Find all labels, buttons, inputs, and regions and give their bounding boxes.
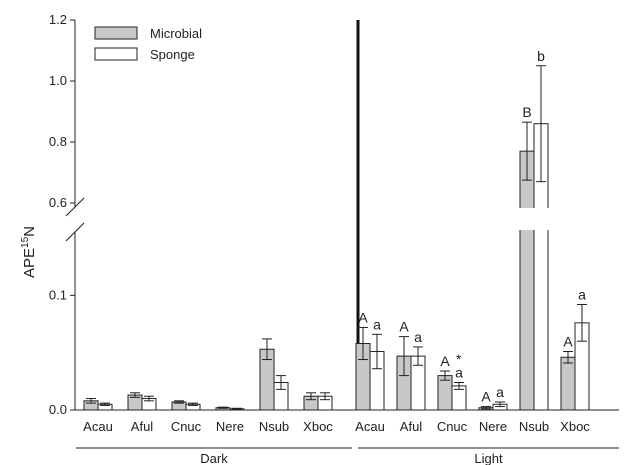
y-axis-title: APE15N xyxy=(20,226,38,278)
y-tick-label: 0.6 xyxy=(49,195,67,210)
significance-letter: B xyxy=(522,104,531,120)
significance-letter: b xyxy=(537,48,545,64)
x-tick-label: Nere xyxy=(479,419,507,434)
legend-swatch xyxy=(94,47,138,61)
significance-letter: a xyxy=(414,329,422,345)
legend-swatch xyxy=(94,26,138,40)
significance-letter: A xyxy=(399,319,409,335)
x-tick-labels: Acau Aful Cnuc Nere Nsub Xboc Dark Acau Aful Cnuc… xyxy=(76,419,619,465)
axis-break-mark xyxy=(65,222,85,242)
x-tick-label: Nsub xyxy=(259,419,289,434)
significance-letter: A xyxy=(563,334,573,350)
group-label: Light xyxy=(474,451,503,465)
x-tick-label: Cnuc xyxy=(171,419,202,434)
bar xyxy=(519,150,535,411)
x-tick-label: Nsub xyxy=(519,419,549,434)
x-tick-label: Xboc xyxy=(560,419,590,434)
x-tick-label: Acau xyxy=(355,419,385,434)
significance-letter: a xyxy=(496,384,504,400)
significance-letter: a xyxy=(578,287,586,303)
significance-letter: A xyxy=(440,353,450,369)
bar xyxy=(560,356,576,411)
bar xyxy=(437,375,453,411)
y-tick-label: 0.8 xyxy=(49,134,67,149)
legend: Microbial Sponge xyxy=(94,26,202,62)
x-tick-label: Aful xyxy=(131,419,154,434)
significance-letter: A xyxy=(481,389,491,405)
annotation: * xyxy=(456,351,462,367)
y-ticks: 0.0 0.1 0.6 0.8 1.0 1.2 xyxy=(49,12,75,417)
bar-break xyxy=(532,208,550,230)
legend-label: Microbial xyxy=(150,26,202,41)
x-tick-label: Nere xyxy=(216,419,244,434)
significance-letter: a xyxy=(373,316,381,332)
significance-letter: A xyxy=(358,309,368,325)
x-tick-label: Xboc xyxy=(303,419,333,434)
y-tick-label: 0.0 xyxy=(49,402,67,417)
y-tick-label: 1.0 xyxy=(49,73,67,88)
x-tick-label: Acau xyxy=(83,419,113,434)
axis-break-mark xyxy=(65,197,85,217)
x-tick-label: Aful xyxy=(400,419,423,434)
legend-label: Sponge xyxy=(150,47,195,62)
group-label: Dark xyxy=(200,451,228,465)
x-tick-label: Cnuc xyxy=(437,419,468,434)
bar-break xyxy=(518,208,536,230)
y-tick-label: 0.1 xyxy=(49,287,67,302)
significance-letter: a xyxy=(455,364,463,380)
y-tick-label: 1.2 xyxy=(49,12,67,27)
